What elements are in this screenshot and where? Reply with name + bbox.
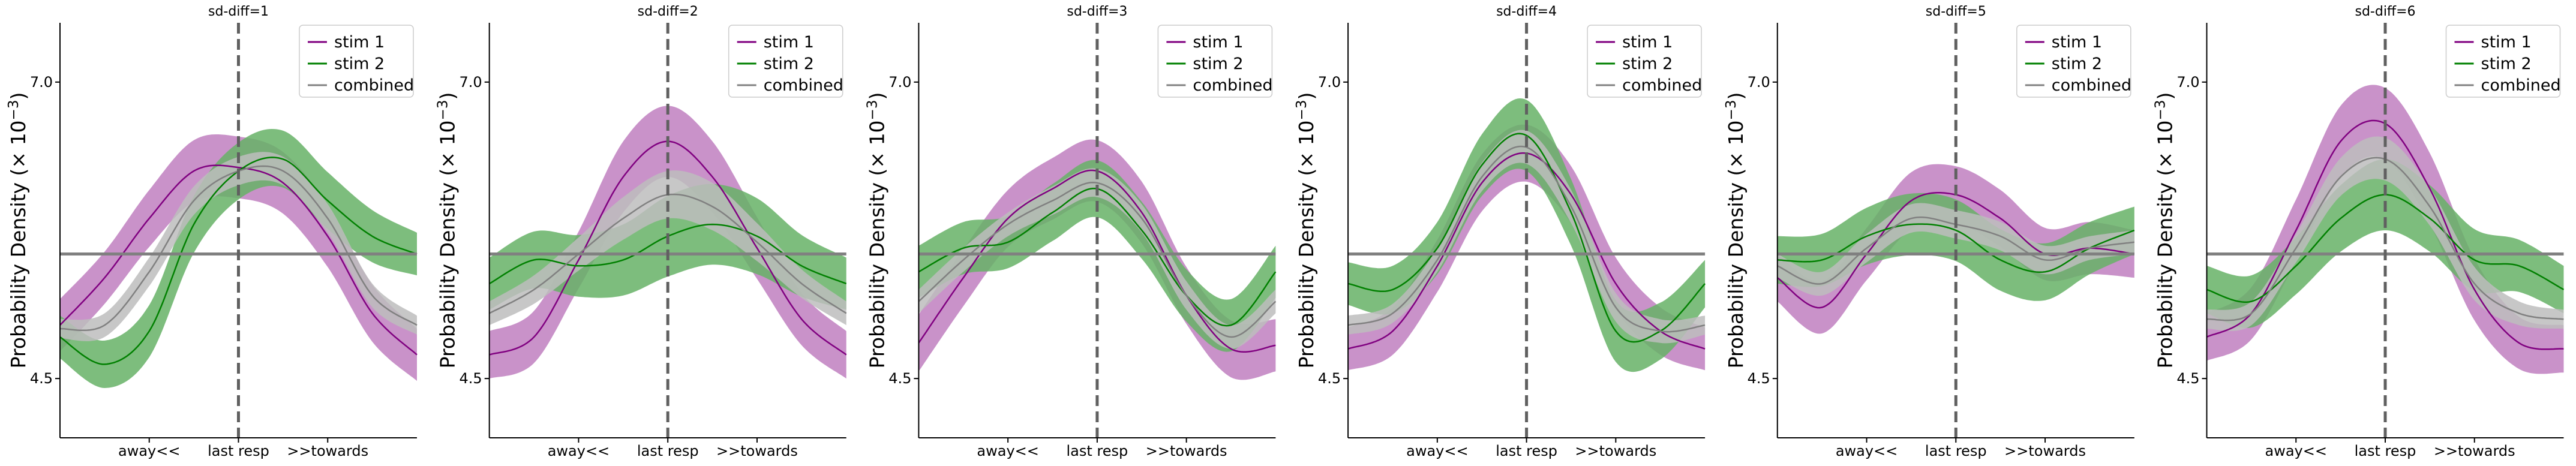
y-axis-label: Probability Density (× 10−3) — [1294, 92, 1318, 369]
x-tick-label: >>towards — [2434, 443, 2515, 459]
chart-title: sd-diff=2 — [638, 4, 698, 19]
legend-label: combined — [1622, 76, 1702, 95]
series-band-3 — [1348, 130, 1706, 344]
y-tick-label: 4.5 — [888, 370, 911, 387]
legend-box — [1587, 25, 1702, 98]
series-band-3 — [918, 168, 1276, 349]
legend-label: stim 1 — [2052, 33, 2102, 52]
series-band-3 — [60, 152, 417, 341]
y-axis-label: Probability Density (× 10−3) — [1724, 92, 1748, 369]
legend-label: combined — [2481, 76, 2561, 95]
x-tick-label: >>towards — [2004, 443, 2086, 459]
y-tick-label: 7.0 — [460, 74, 482, 91]
legend-box — [1157, 25, 1273, 98]
legend-label: stim 2 — [764, 55, 814, 73]
legend-label: combined — [1193, 76, 1272, 95]
x-tick-label: away<< — [977, 443, 1038, 459]
y-axis-label: Probability Density (× 10−3) — [864, 92, 888, 369]
x-tick-label: >>towards — [716, 443, 798, 459]
x-tick-label: away<< — [2265, 443, 2327, 459]
x-tick-label: last resp — [1496, 443, 1557, 459]
legend-label: stim 2 — [1193, 55, 1243, 73]
x-tick-label: away<< — [1836, 443, 1898, 459]
x-tick-label: away<< — [118, 443, 180, 459]
x-tick-label: last resp — [1067, 443, 1128, 459]
y-tick-label: 4.5 — [2176, 370, 2199, 387]
chart-panel-1: sd-diff=1 Probability Density (× 10−3)4.5… — [6, 4, 418, 459]
legend-label: stim 2 — [334, 55, 385, 73]
legend-label: stim 1 — [1622, 33, 1673, 52]
legend-label: combined — [334, 76, 414, 95]
chart-panel-2: sd-diff=2 Probability Density (× 10−3)4.5… — [436, 4, 847, 459]
legend-box — [2445, 25, 2561, 98]
series-band-2 — [60, 129, 417, 388]
chart-title: sd-diff=3 — [1067, 4, 1127, 19]
y-tick-label: 7.0 — [30, 74, 53, 91]
legend-box — [2016, 25, 2131, 98]
chart-title: sd-diff=4 — [1496, 4, 1557, 19]
x-tick-label: last resp — [2355, 443, 2416, 459]
legend-label: combined — [764, 76, 843, 95]
series-band-1 — [2206, 85, 2564, 374]
legend: stim 1 stim 2 combined — [728, 25, 843, 98]
x-tick-label: >>towards — [1146, 443, 1227, 459]
x-tick-label: last resp — [1925, 443, 1987, 459]
chart-panel-3: sd-diff=3 Probability Density (× 10−3)4.5… — [864, 4, 1277, 459]
x-tick-label: away<< — [548, 443, 610, 459]
chart-panel-4: sd-diff=4 Probability Density (× 10−3)4.5… — [1294, 4, 1706, 459]
legend: stim 1 stim 2 combined — [2016, 25, 2131, 98]
legend-label: combined — [2052, 76, 2131, 95]
y-axis-label: Probability Density (× 10−3) — [6, 92, 30, 369]
x-tick-label: >>towards — [287, 443, 368, 459]
legend-label: stim 1 — [1193, 33, 1243, 52]
legend-label: stim 2 — [2052, 55, 2102, 73]
series-band-1 — [60, 134, 417, 381]
legend-label: stim 1 — [2481, 33, 2532, 52]
chart-title: sd-diff=5 — [1926, 4, 1986, 19]
series-line-3 — [1347, 145, 1706, 333]
x-tick-label: last resp — [208, 443, 269, 459]
chart-panel-5: sd-diff=5 Probability Density (× 10−3)4.5… — [1724, 4, 2135, 459]
y-tick-label: 7.0 — [1748, 74, 1770, 91]
series-band-3 — [2206, 136, 2564, 331]
legend-box — [299, 25, 414, 98]
y-tick-label: 7.0 — [888, 74, 911, 91]
series-band-2 — [489, 184, 846, 310]
series-line-1 — [59, 164, 418, 356]
legend-label: stim 2 — [1622, 55, 1673, 73]
y-tick-label: 4.5 — [1748, 370, 1770, 387]
y-axis-label: Probability Density (× 10−3) — [436, 92, 460, 369]
y-tick-label: 7.0 — [2176, 74, 2199, 91]
chart-title: sd-diff=1 — [208, 4, 269, 19]
y-tick-label: 7.0 — [1318, 74, 1341, 91]
x-tick-label: >>towards — [1575, 443, 1656, 459]
legend: stim 1 stim 2 combined — [1587, 25, 1702, 98]
chart-title: sd-diff=6 — [2355, 4, 2415, 19]
y-tick-label: 4.5 — [460, 370, 482, 387]
chart-panel-6: sd-diff=6 Probability Density (× 10−3)4.5… — [2153, 4, 2565, 459]
series-line-3 — [918, 181, 1277, 338]
series-line-2 — [1347, 133, 1706, 343]
y-tick-label: 4.5 — [1318, 370, 1341, 387]
legend-label: stim 1 — [764, 33, 814, 52]
legend-label: stim 1 — [334, 33, 385, 52]
y-tick-label: 4.5 — [30, 370, 53, 387]
legend: stim 1 stim 2 combined — [1157, 25, 1273, 98]
x-tick-label: last resp — [637, 443, 699, 459]
legend: stim 1 stim 2 combined — [299, 25, 414, 98]
legend-label: stim 2 — [2481, 55, 2532, 73]
y-axis-label: Probability Density (× 10−3) — [2153, 92, 2177, 369]
legend-box — [728, 25, 843, 98]
legend: stim 1 stim 2 combined — [2445, 25, 2561, 98]
x-tick-label: away<< — [1406, 443, 1468, 459]
